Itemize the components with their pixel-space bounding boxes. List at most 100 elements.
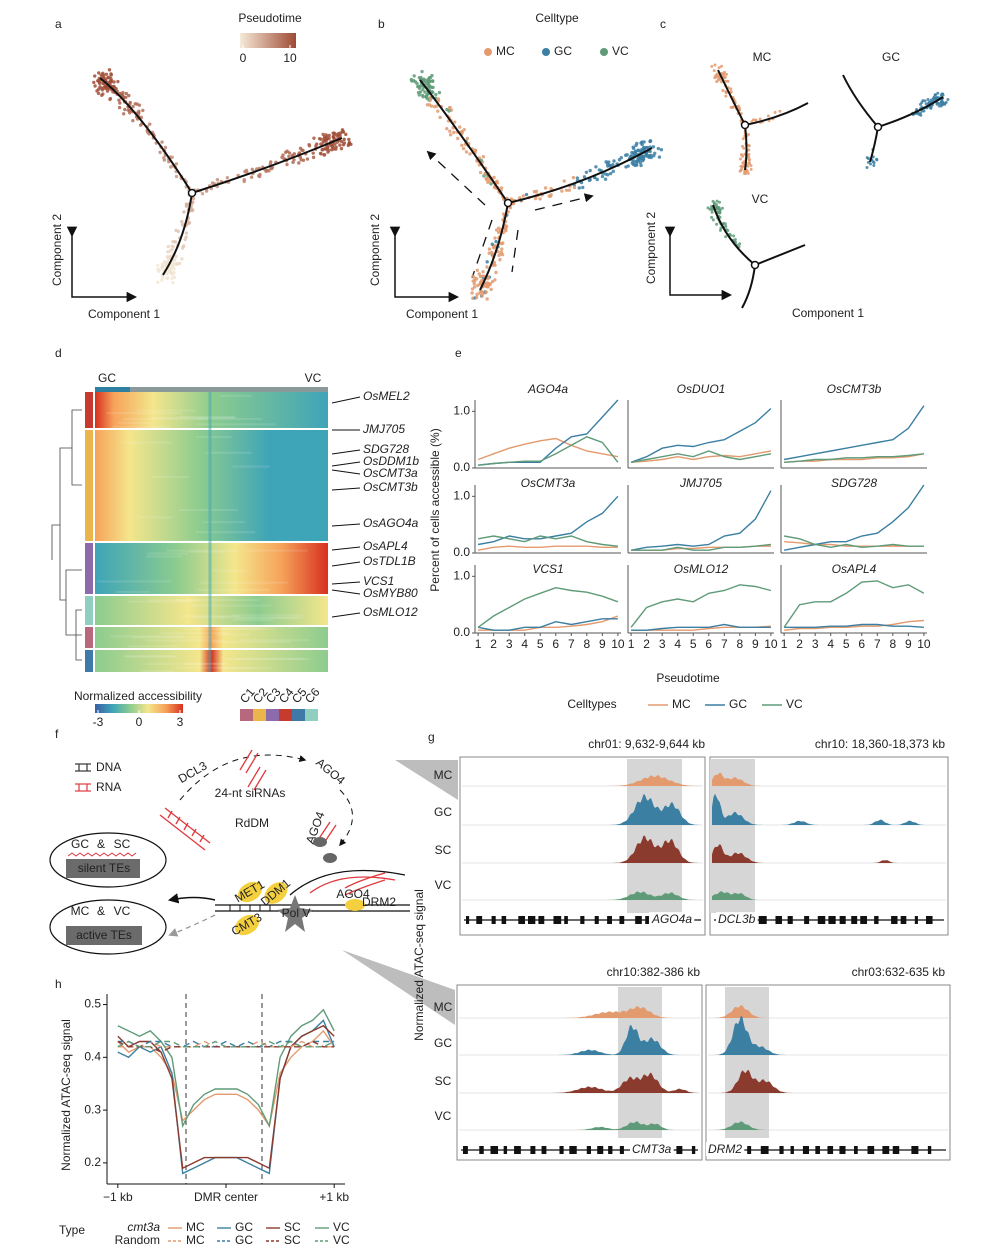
cell-dot — [716, 206, 720, 210]
heatmap-texture — [239, 639, 311, 642]
exon — [490, 1146, 499, 1154]
cell-dot — [412, 79, 416, 83]
cell-dot — [721, 73, 725, 77]
exon — [804, 916, 810, 924]
exon — [564, 916, 568, 924]
cell-dot — [412, 74, 416, 78]
cell-dot — [657, 155, 662, 159]
cell-dot — [716, 78, 720, 82]
gene-label: VCS1 — [363, 574, 394, 588]
heatmap-texture — [196, 436, 232, 439]
gene-label: OsMLO12 — [363, 605, 418, 619]
cell-dot — [180, 220, 184, 224]
trajectory — [842, 74, 879, 128]
cluster-bar — [85, 430, 93, 541]
exon — [619, 916, 625, 924]
cell-dot — [257, 174, 262, 179]
cell-dot — [738, 242, 742, 246]
cell-dot — [182, 210, 186, 214]
heatmap-texture — [232, 465, 270, 468]
x-tick-label: DMR center — [194, 1190, 258, 1204]
leader-line — [331, 589, 361, 595]
cell-dot — [334, 145, 338, 149]
cell-dot — [100, 93, 104, 97]
exon — [815, 1146, 820, 1154]
exon — [607, 916, 612, 924]
heatmap-texture — [146, 555, 183, 558]
cell-dot — [747, 161, 751, 165]
legend-label: GC — [235, 1233, 253, 1247]
cell-dot — [166, 250, 170, 254]
cell-dot — [92, 80, 96, 85]
cell-dot — [105, 89, 110, 93]
row-label: SC — [435, 843, 452, 857]
column-bar — [130, 387, 328, 392]
panel-letter: h — [55, 977, 62, 991]
cell-dot — [191, 200, 195, 204]
subplot-title: VC — [752, 192, 769, 206]
cell-dot — [347, 137, 351, 142]
cell-dot — [653, 151, 657, 156]
panel-letter: f — [55, 727, 59, 741]
exon — [839, 1146, 846, 1154]
cell-dot — [141, 108, 145, 113]
cell-dot — [137, 103, 142, 107]
exon — [790, 1146, 794, 1154]
signal-peak — [459, 1006, 700, 1018]
cell-dot — [431, 79, 435, 83]
heatmap-texture — [182, 628, 262, 631]
gene-name: AGO4a — [651, 912, 692, 926]
heatmap-texture — [145, 639, 224, 642]
heatmap-texture — [122, 418, 208, 421]
heatmap-texture — [166, 549, 238, 552]
zoom-wedge — [342, 950, 455, 1025]
cell-dot — [108, 79, 113, 83]
signal-peak — [459, 1072, 700, 1093]
cell-dot — [419, 75, 423, 80]
cell-dot — [747, 144, 751, 148]
cell-dot — [127, 93, 131, 98]
region-label: chr10:382-386 kb — [607, 965, 701, 979]
x-tick-label: 8 — [583, 637, 590, 651]
cell-dot — [322, 153, 326, 157]
cell-dot — [749, 167, 753, 171]
heatmap-texture — [192, 616, 225, 619]
cell-dot — [481, 155, 486, 159]
axis-arrows — [664, 226, 733, 301]
cell-dot — [918, 102, 922, 106]
chart-title: OsCMT3a — [521, 476, 576, 490]
gene-name-bg — [706, 1142, 745, 1157]
cell-dot — [168, 254, 173, 259]
cell-dot — [96, 91, 101, 96]
legend-title: Celltypes — [567, 697, 616, 711]
series-line — [783, 580, 925, 628]
heatmap-texture — [127, 600, 192, 603]
cell-dot — [331, 135, 335, 139]
legend-label: VC — [333, 1220, 350, 1234]
cell-dot — [720, 64, 724, 68]
cell-dot — [742, 161, 746, 165]
cell-dot — [173, 258, 177, 262]
cell-dot — [242, 177, 246, 182]
exon — [463, 1146, 468, 1154]
cell-dot — [245, 170, 249, 174]
cell-dot — [480, 278, 484, 283]
cell-dot — [471, 279, 475, 283]
cell-dot — [171, 244, 176, 249]
cell-dot — [107, 68, 112, 72]
exon — [828, 916, 836, 924]
cell-dot — [329, 148, 334, 152]
region-label: chr01: 9,632-9,644 kb — [588, 737, 705, 751]
heatmap-texture — [123, 441, 173, 444]
cell-dot — [319, 142, 323, 146]
cell-dot — [611, 169, 615, 174]
cell-dot — [499, 186, 504, 190]
series-line — [631, 623, 771, 631]
cell-dot — [470, 291, 474, 295]
signal-peak — [462, 775, 703, 786]
cell-dot — [160, 278, 164, 282]
cell-dot — [180, 257, 184, 261]
exon — [892, 1146, 900, 1154]
x-tick-label: 5 — [690, 637, 697, 651]
